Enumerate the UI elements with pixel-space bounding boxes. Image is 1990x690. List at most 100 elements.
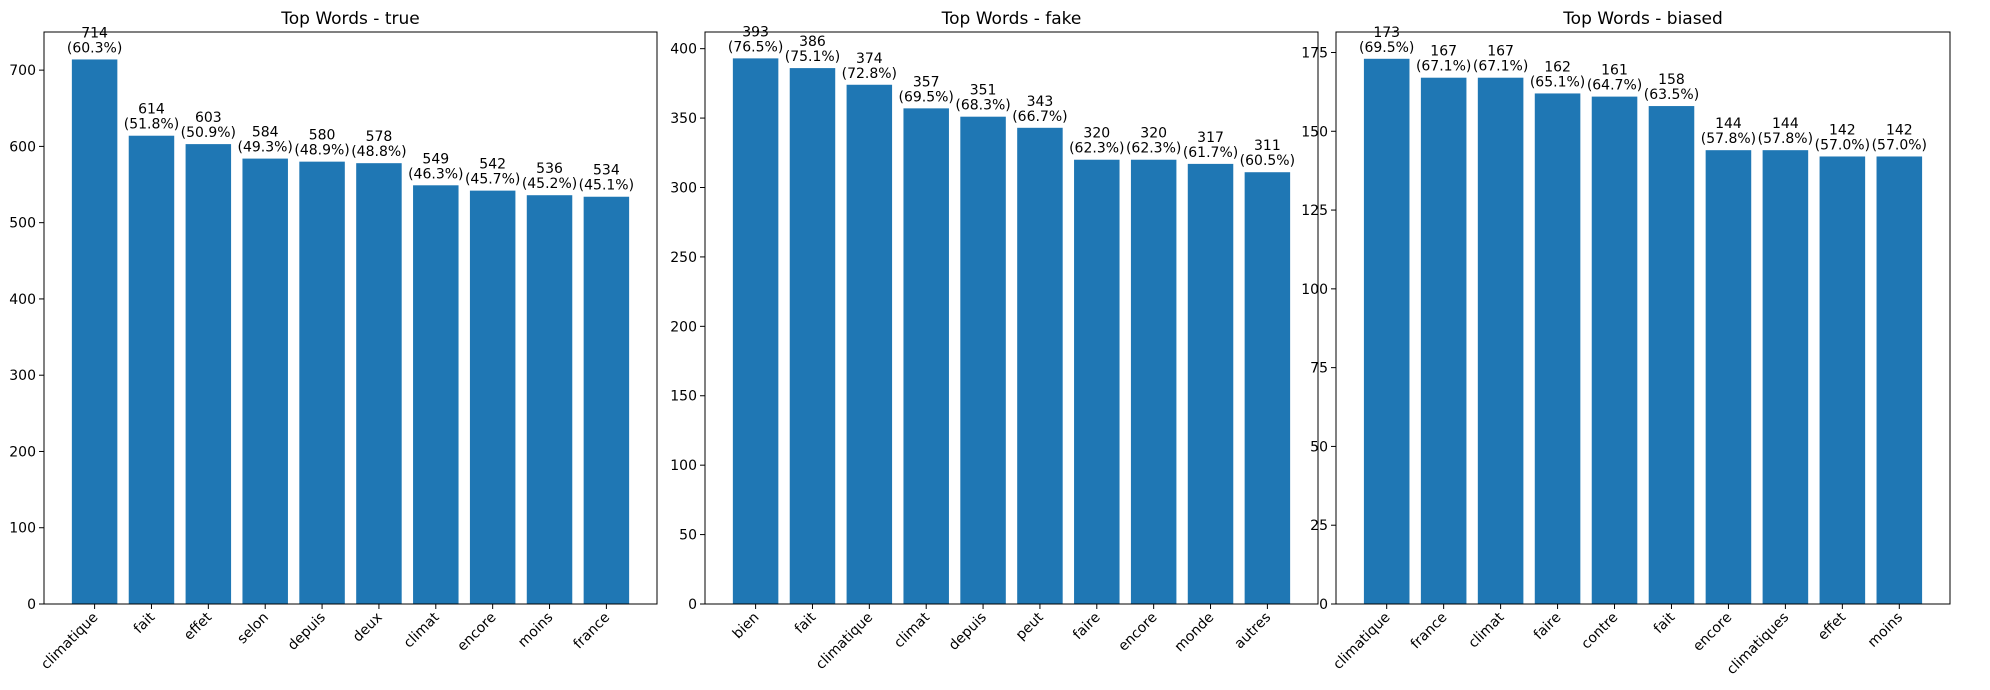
x-tick-label-fait: fait [131, 609, 159, 637]
x-tick-label-climatique: climatique [38, 610, 101, 673]
bar-bien [732, 58, 779, 604]
bar-climatique [1363, 58, 1410, 605]
data-label-monde: 317 (61.7%) [1183, 130, 1238, 161]
x-tick-label-fait: fait [792, 609, 820, 637]
y-tick-label: 100 [9, 521, 36, 537]
bar-moins [1876, 156, 1923, 605]
data-label-climatiques: 144 (57.8%) [1758, 116, 1813, 147]
bar-france [583, 196, 630, 605]
x-tick-label-encore: encore [1690, 610, 1735, 655]
x-tick-label-encore: encore [1115, 610, 1160, 655]
x-tick-label-monde: monde [1172, 610, 1218, 656]
x-tick-label-climat: climat [1466, 609, 1508, 651]
bar-monde [1187, 163, 1234, 604]
x-tick-label-encore: encore [454, 610, 499, 655]
plot-frame [704, 31, 1319, 605]
data-label-encore: 542 (45.7%) [465, 157, 520, 188]
x-tick-label-moins: moins [1865, 610, 1906, 651]
y-tick-label: 25 [1310, 518, 1328, 534]
bar-encore [469, 190, 516, 604]
data-label-depuis: 351 (68.3%) [955, 83, 1010, 114]
y-tick-label: 0 [688, 597, 697, 613]
data-label-effet: 603 (50.9%) [181, 110, 236, 141]
data-label-moins: 536 (45.2%) [522, 161, 577, 192]
plot-frame [1335, 31, 1951, 605]
y-tick-label: 300 [670, 180, 697, 196]
bar-encore [1705, 150, 1752, 604]
y-tick-label: 75 [1310, 361, 1328, 377]
data-label-encore: 320 (62.3%) [1126, 126, 1181, 157]
data-label-climat: 167 (67.1%) [1473, 44, 1528, 75]
data-label-moins: 142 (57.0%) [1872, 122, 1927, 153]
data-label-deux: 578 (48.8%) [351, 129, 406, 160]
chart-panel-1: 714 (60.3%) 614 (51.8%) 603 (50.9%) 584 (49.3%)… [9, 9, 658, 673]
data-label-france: 534 (45.1%) [579, 163, 634, 194]
bar-faire [1074, 159, 1120, 605]
x-tick-label-climat: climat [401, 609, 443, 651]
y-tick-label: 150 [1301, 124, 1328, 140]
x-tick-label-climatique: climatique [813, 610, 876, 673]
data-label-fait: 614 (51.8%) [124, 102, 179, 133]
x-tick-label-france: france [570, 610, 613, 653]
x-tick-label-autres: autres [1232, 610, 1275, 653]
x-tick-label-contre: contre [1578, 610, 1621, 653]
y-tick-label: 125 [1301, 203, 1328, 219]
data-label-encore: 144 (57.8%) [1701, 116, 1756, 147]
x-tick-label-peut: peut [1013, 609, 1047, 643]
bar-climat [413, 185, 459, 605]
x-tick-label-effet: effet [181, 609, 216, 644]
bar-moins [526, 195, 573, 604]
x-tick-label-fait: fait [1651, 609, 1679, 637]
y-tick-label: 400 [670, 42, 697, 58]
data-label-climat: 357 (69.5%) [898, 74, 953, 105]
x-tick-label-climatique: climatique [1330, 610, 1393, 673]
y-tick-label: 50 [1310, 439, 1328, 455]
x-tick-label-climat: climat [891, 609, 933, 651]
y-tick-label: 300 [9, 368, 36, 384]
y-tick-label: 175 [1301, 45, 1328, 61]
y-tick-label: 100 [1301, 282, 1328, 298]
plot-frame [43, 31, 658, 605]
data-label-faire: 320 (62.3%) [1069, 126, 1124, 157]
chart-title: Top Words - true [280, 9, 419, 29]
data-label-peut: 343 (66.7%) [1012, 94, 1067, 125]
y-tick-label: 250 [670, 250, 697, 266]
chart-title: Top Words - fake [941, 9, 1082, 29]
bar-selon [242, 158, 288, 604]
chart-panel-3: 173 (69.5%) 167 (67.1%)167 (67.1%) 162 (65.1%)… [1301, 9, 1951, 678]
y-tick-label: 100 [670, 458, 697, 474]
bar-climat [1477, 77, 1524, 604]
bar-peut [1017, 127, 1063, 605]
bar-fait [1648, 106, 1695, 604]
chart-panel-2: 393 (76.5%) 386 (75.1%) 374 (72.8%)357 (69.5%)… [670, 9, 1319, 673]
x-tick-label-moins: moins [515, 610, 556, 651]
x-tick-label-faire: faire [1070, 610, 1104, 644]
data-label-faire: 162 (65.1%) [1530, 59, 1585, 90]
x-tick-label-depuis: depuis [946, 610, 990, 654]
y-tick-label: 150 [670, 389, 697, 405]
bar-effet [185, 144, 232, 605]
y-tick-label: 200 [9, 444, 36, 460]
bar-climatique [846, 84, 893, 604]
bar-climat [903, 108, 949, 605]
bar-fait [789, 68, 836, 605]
bar-depuis [960, 116, 1006, 604]
y-tick-label: 350 [670, 111, 697, 127]
data-label-climat: 549 (46.3%) [408, 151, 463, 182]
x-tick-label-deux: deux [350, 610, 386, 646]
x-tick-label-depuis: depuis [285, 610, 329, 654]
y-tick-label: 50 [679, 528, 697, 544]
bar-climatique [71, 59, 118, 604]
x-tick-label-bien: bien [730, 610, 763, 643]
chart-title: Top Words - biased [1562, 9, 1723, 29]
y-tick-label: 400 [9, 292, 36, 308]
x-tick-label-faire: faire [1531, 610, 1565, 644]
bar-effet [1819, 156, 1866, 605]
data-label-selon: 584 (49.3%) [237, 125, 292, 156]
data-label-france: 167 (67.1%) [1416, 44, 1471, 75]
data-label-bien: 393 (76.5%) [728, 24, 783, 55]
data-label-climatique: 173 (69.5%) [1359, 25, 1414, 56]
y-tick-label: 0 [1319, 597, 1328, 613]
bar-autres [1244, 172, 1291, 604]
y-tick-label: 500 [9, 216, 36, 232]
